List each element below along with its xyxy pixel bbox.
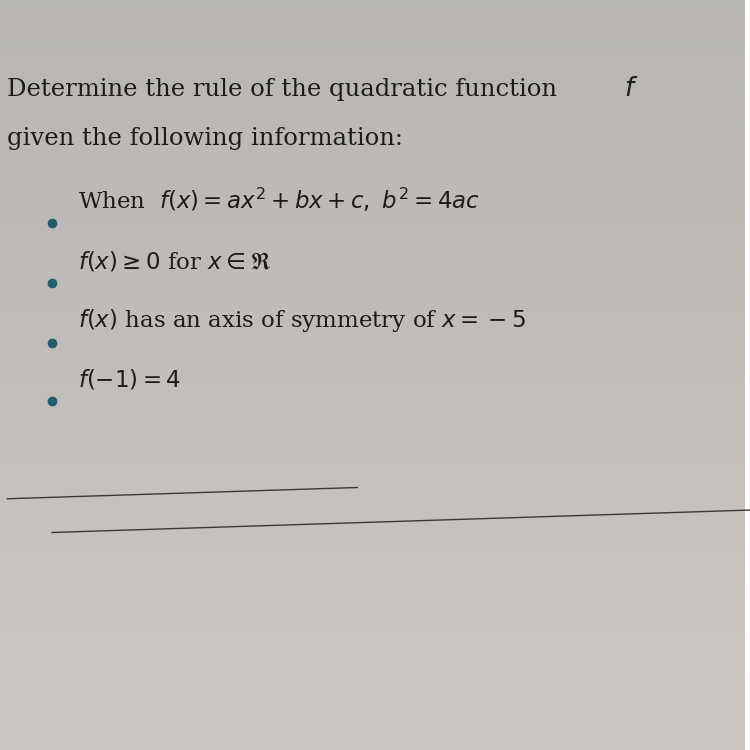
Text: $\mathit{f}$: $\mathit{f}$	[624, 76, 638, 101]
Text: given the following information:: given the following information:	[8, 127, 404, 150]
Text: $f(x) \geq 0$ for $x \in \mathfrak{R}$: $f(x) \geq 0$ for $x \in \mathfrak{R}$	[78, 250, 272, 274]
Text: $f(-1) = 4$: $f(-1) = 4$	[78, 368, 181, 392]
Text: When  $f(x) = ax^2 +bx+c,\ b^2 = 4ac$: When $f(x) = ax^2 +bx+c,\ b^2 = 4ac$	[78, 185, 480, 214]
Text: $f(x)$ has an axis of symmetry of $x = -5$: $f(x)$ has an axis of symmetry of $x = -…	[78, 307, 526, 334]
Text: Determine the rule of the quadratic function: Determine the rule of the quadratic func…	[8, 78, 566, 101]
